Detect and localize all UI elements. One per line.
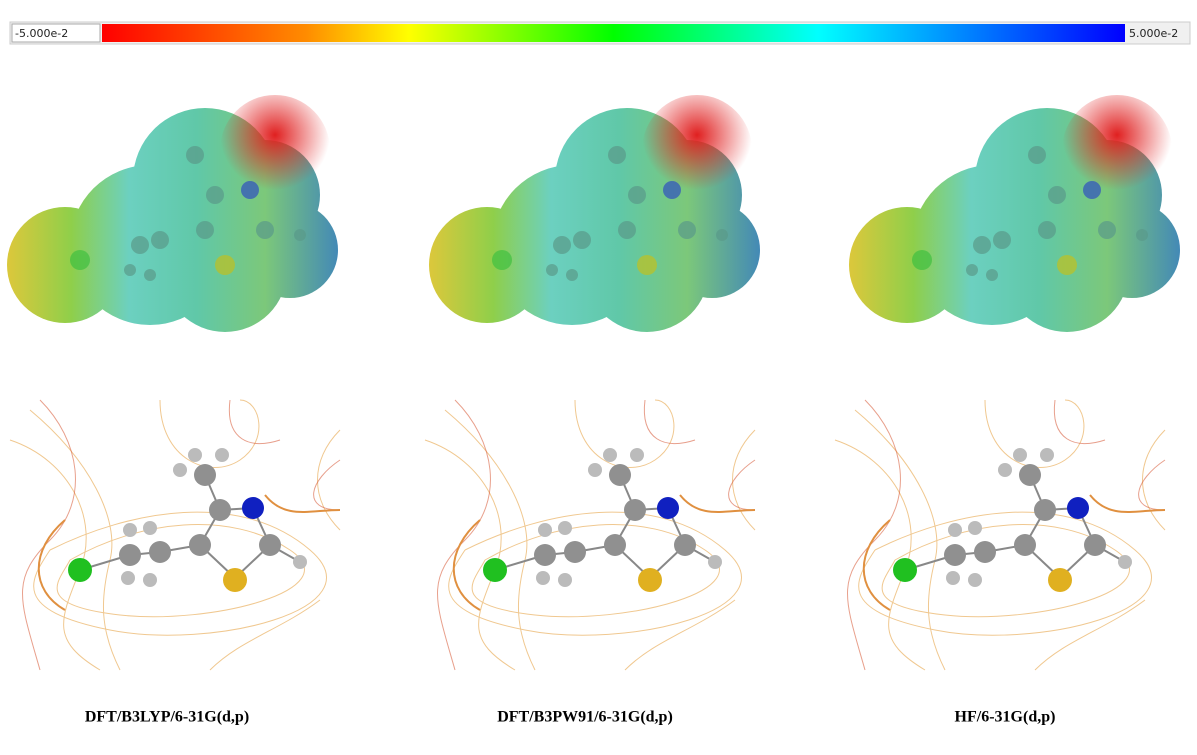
color-gradient (102, 24, 1125, 42)
contour-map (835, 400, 1165, 670)
figure: -5.000e-2 5.000e-2 DFT/B3LYP/6-31G(d,p) … (0, 0, 1197, 755)
figure-svg: -5.000e-2 5.000e-2 DFT/B3LYP/6-31G(d,p) … (0, 0, 1197, 755)
esp-surface (7, 95, 338, 332)
color-bar: -5.000e-2 5.000e-2 (10, 22, 1190, 44)
contour-map (425, 400, 755, 670)
max-label: 5.000e-2 (1129, 27, 1178, 40)
esp-surface (849, 95, 1180, 332)
min-label: -5.000e-2 (15, 27, 68, 40)
caption: DFT/B3PW91/6-31G(d,p) (497, 709, 673, 726)
caption: HF/6-31G(d,p) (955, 709, 1056, 726)
esp-surface (429, 95, 760, 332)
caption: DFT/B3LYP/6-31G(d,p) (85, 709, 249, 726)
contour-map (10, 400, 340, 670)
